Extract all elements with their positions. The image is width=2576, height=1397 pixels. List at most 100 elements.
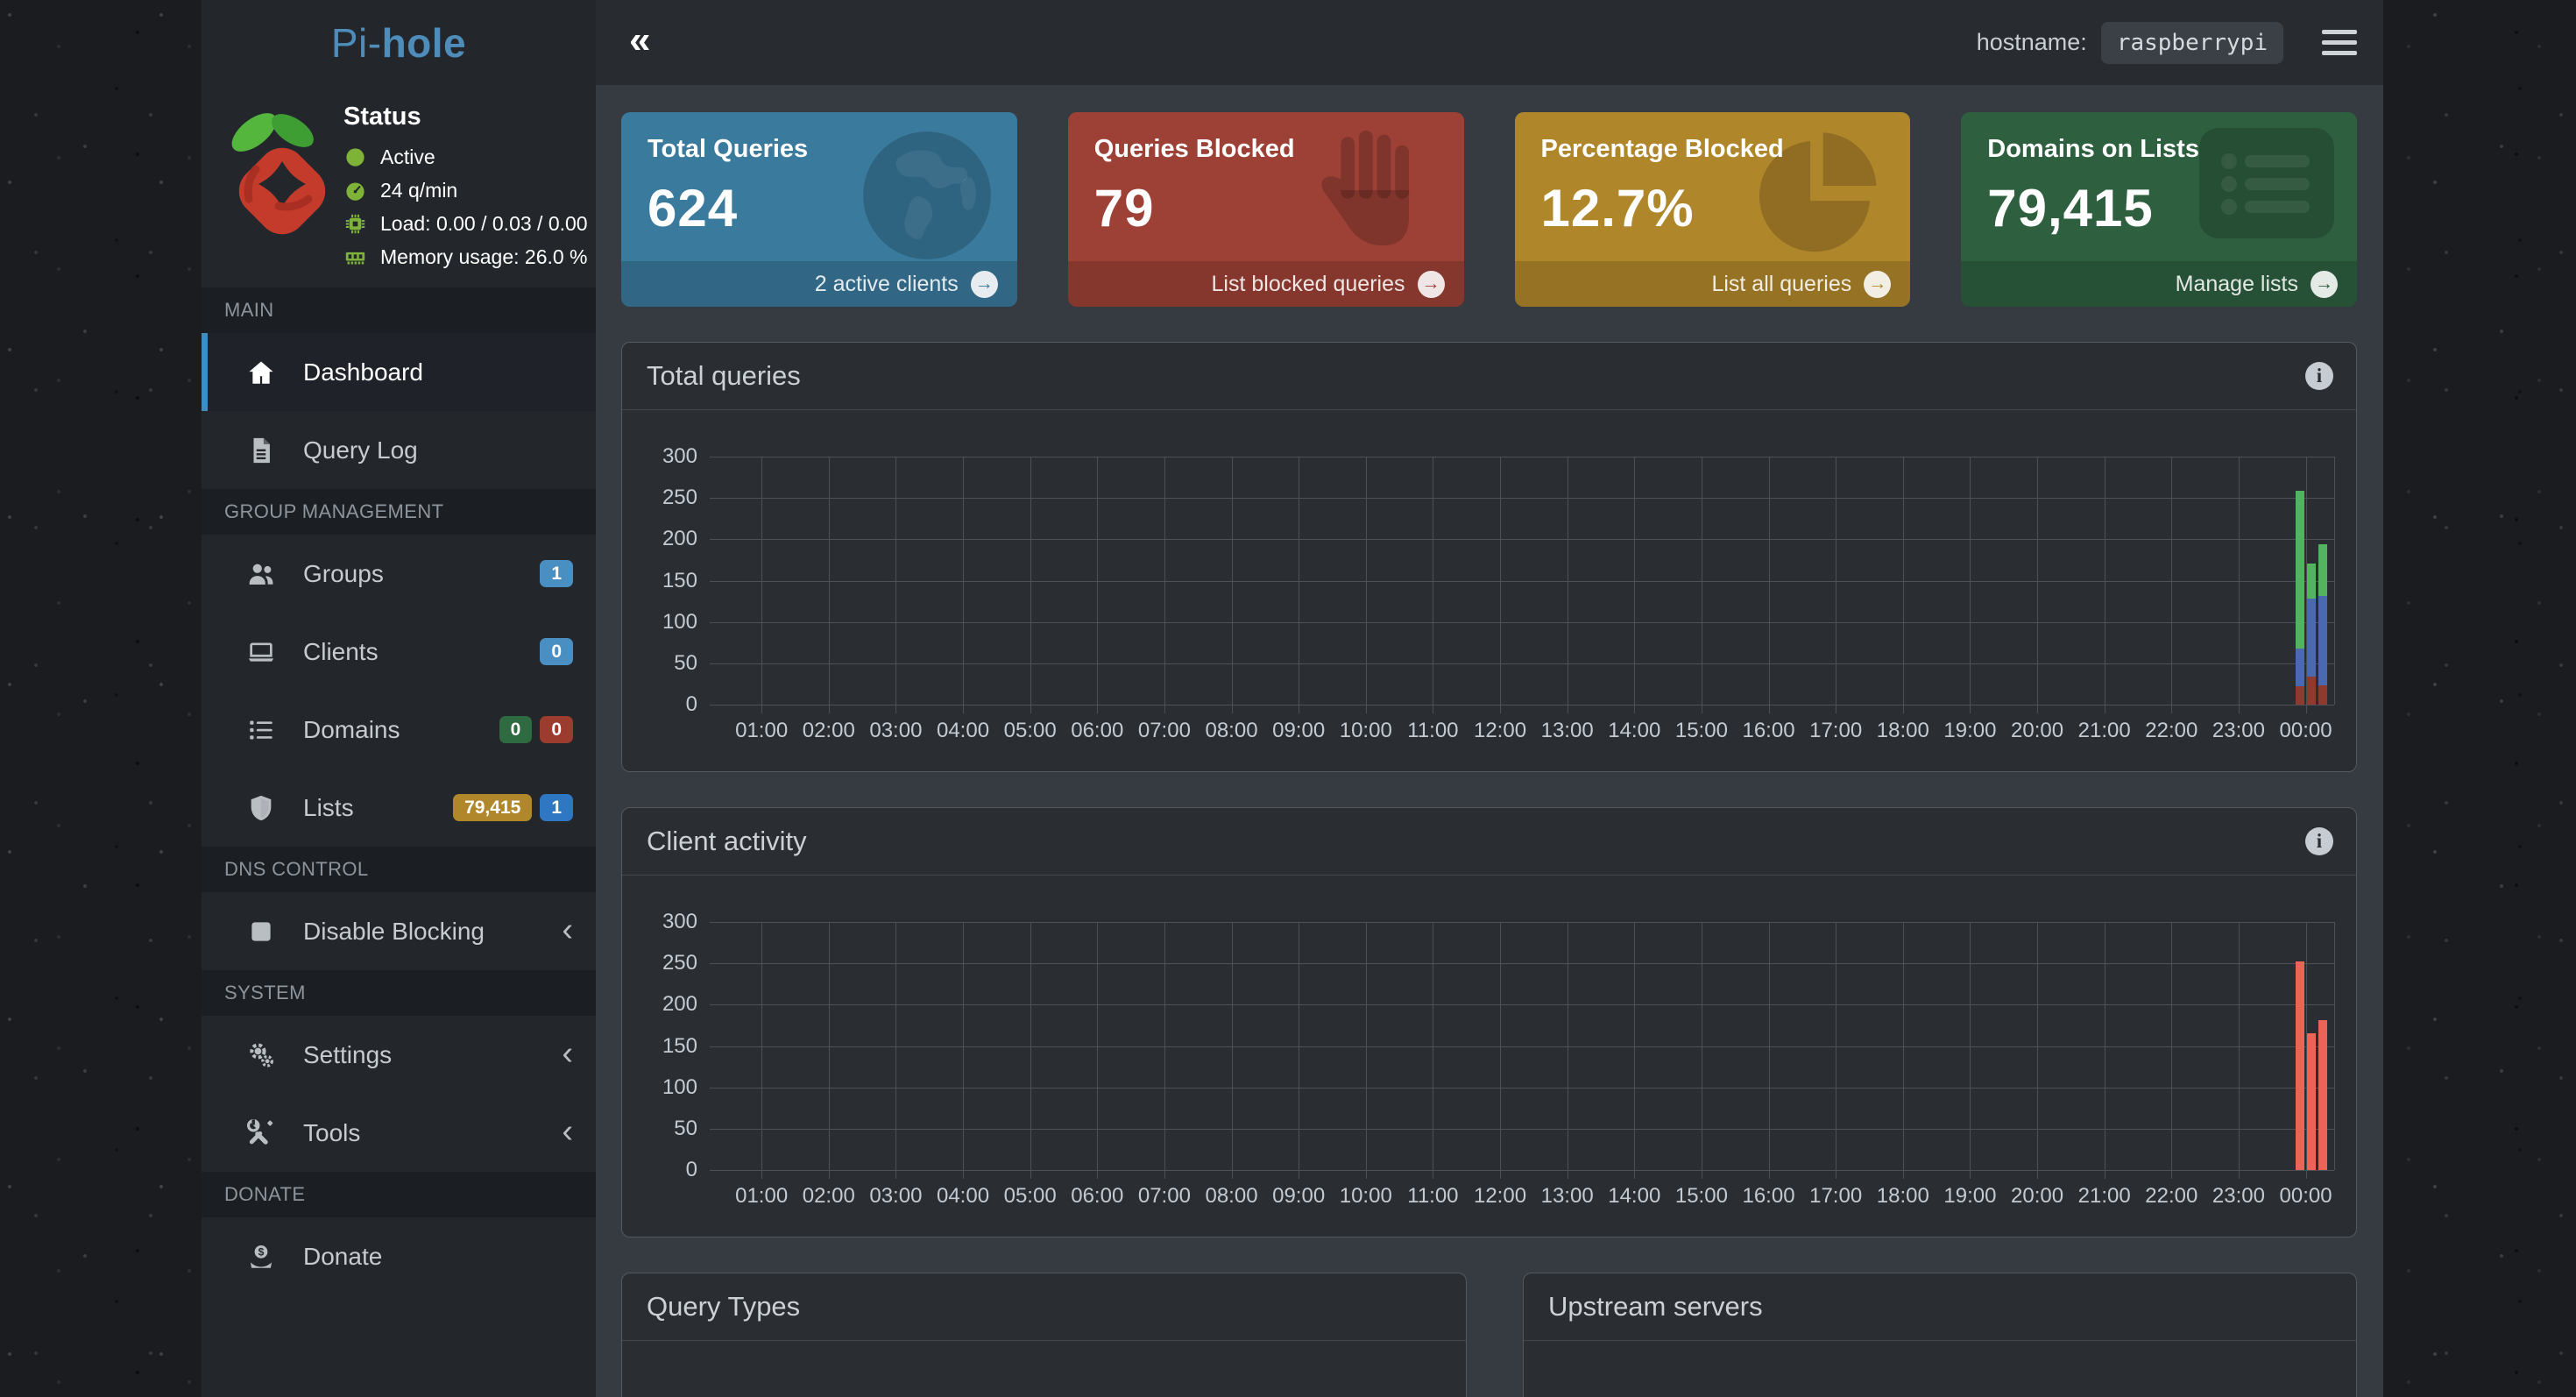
count-badge: 1 (540, 794, 573, 821)
sidebar-item-disable-blocking[interactable]: Disable Blocking ‹ (202, 892, 596, 970)
status-row: Load: 0.00 / 0.03 / 0.00 (343, 207, 588, 240)
bar-segment-blocked (2307, 676, 2317, 705)
donate-icon: $ (244, 1242, 279, 1272)
status-row: Active (343, 140, 588, 174)
gridline (2238, 457, 2240, 705)
listcard-icon (2197, 126, 2336, 258)
axis-tick (1097, 1170, 1099, 1179)
y-tick-label: 50 (674, 650, 697, 675)
status-row: Memory usage: 26.0 % (343, 240, 588, 273)
card-footer-link[interactable]: List all queries → (1514, 261, 1911, 307)
sidebar-item-domains[interactable]: Domains 0 0 (202, 691, 596, 769)
gauge-icon (343, 179, 367, 202)
sidebar-item-query-log[interactable]: Query Log (202, 411, 596, 489)
arrow-circle-right-icon: → (1417, 270, 1445, 298)
gridline (710, 1087, 2334, 1089)
count-badge: 1 (540, 560, 573, 587)
axis-tick (1634, 705, 1636, 713)
gridline (1231, 922, 1233, 1170)
sidebar-section-label: DNS CONTROL (202, 847, 596, 892)
globe-icon (858, 126, 996, 259)
x-tick-label: 18:00 (1876, 719, 1929, 742)
axis-tick (828, 705, 830, 713)
chevron-left-icon: ‹ (562, 1112, 573, 1150)
sidebar-item-clients[interactable]: Clients 0 (202, 613, 596, 691)
sidebar-section-label: SYSTEM (202, 970, 596, 1016)
card-footer-link[interactable]: List blocked queries → (1067, 261, 1464, 307)
count-badge: 0 (540, 716, 573, 743)
card-queries-blocked: Queries Blocked 79 List blocked queries → (1067, 112, 1464, 307)
gridline (1164, 457, 1165, 705)
sidebar-item-label: Groups (303, 559, 384, 587)
sidebar-item-label: Disable Blocking (303, 917, 485, 945)
gridline (710, 963, 2334, 965)
bar-segment-forwarded (2296, 490, 2305, 649)
sidebar-item-tools[interactable]: Tools ‹ (202, 1094, 596, 1172)
axis-tick (2305, 705, 2307, 713)
axis-tick (1097, 705, 1099, 713)
status-title: Status (343, 103, 421, 131)
gridline (1634, 922, 1636, 1170)
sidebar-item-donate[interactable]: $ Donate (202, 1217, 596, 1295)
info-icon[interactable]: i (2305, 827, 2333, 855)
circle-icon (343, 145, 367, 169)
sidebar-item-dashboard[interactable]: Dashboard (202, 333, 596, 411)
y-tick-label: 250 (662, 951, 697, 975)
axis-tick (2171, 1170, 2173, 1179)
sidebar-collapse-icon[interactable]: « (629, 18, 651, 61)
bar-segment-clients (2307, 1033, 2317, 1170)
info-icon[interactable]: i (2305, 362, 2333, 390)
card-value: 79,415 (1987, 179, 2154, 238)
y-tick-label: 100 (662, 609, 697, 634)
sidebar-item-settings[interactable]: Settings ‹ (202, 1016, 596, 1094)
sidebar-item-label: Tools (303, 1118, 361, 1146)
axis-tick (895, 705, 897, 713)
y-tick-label: 200 (662, 527, 697, 551)
sidebar-item-label: Donate (303, 1242, 383, 1270)
chart-bar (2307, 1033, 2317, 1170)
count-badge: 0 (499, 716, 533, 743)
arrow-circle-right-icon: → (2311, 270, 2338, 298)
card-footer-label: List blocked queries (1211, 271, 1405, 296)
x-tick-label: 00:00 (2279, 1184, 2332, 1208)
card-value: 79 (1093, 179, 1155, 238)
sidebar-item-lists[interactable]: Lists 79,415 1 (202, 769, 596, 847)
axis-tick (1970, 705, 1971, 713)
y-tick-label: 0 (685, 692, 697, 716)
sidebar-item-groups[interactable]: Groups 1 (202, 535, 596, 613)
y-tick-label: 300 (662, 444, 697, 468)
gridline (1030, 457, 1031, 705)
gridline (2305, 922, 2307, 1170)
gridline (963, 922, 965, 1170)
x-tick-label: 16:00 (1742, 719, 1795, 742)
x-tick-label: 22:00 (2145, 719, 2198, 742)
status-info: Status Active 24 q/min Load: 0.00 / 0.03 /… (343, 99, 588, 273)
x-tick-label: 09:00 (1272, 719, 1326, 742)
x-tick-label: 12:00 (1473, 719, 1527, 742)
cpu-icon (343, 212, 367, 236)
gears-icon (244, 1040, 279, 1070)
card-footer-link[interactable]: Manage lists → (1961, 261, 2357, 307)
list-icon (244, 715, 279, 745)
x-tick-label: 13:00 (1540, 1184, 1594, 1208)
query-types-panel: Query Types (621, 1273, 1467, 1397)
gridline (1231, 457, 1233, 705)
x-tick-label: 10:00 (1339, 1184, 1392, 1208)
gridline (1097, 457, 1099, 705)
menu-icon[interactable] (2322, 30, 2357, 55)
status-text: Load: 0.00 / 0.03 / 0.00 (380, 211, 588, 235)
hand-icon (1305, 126, 1443, 258)
panel-title: Client activity (647, 826, 807, 856)
y-tick-label: 100 (662, 1074, 697, 1099)
gridline (1970, 457, 1971, 705)
card-footer-link[interactable]: 2 active clients → (621, 261, 1017, 307)
x-tick-label: 23:00 (2212, 719, 2265, 742)
bar-segment-blocked (2318, 685, 2328, 705)
x-tick-label: 04:00 (936, 1184, 990, 1208)
hostname-label: hostname: (1976, 29, 2087, 55)
axis-tick (1231, 1170, 1233, 1179)
gridline (710, 1046, 2334, 1047)
bar-segment-cached (2296, 648, 2305, 687)
upstream-servers-panel: Upstream servers (1523, 1273, 2357, 1397)
badge-group: 1 (540, 560, 573, 587)
